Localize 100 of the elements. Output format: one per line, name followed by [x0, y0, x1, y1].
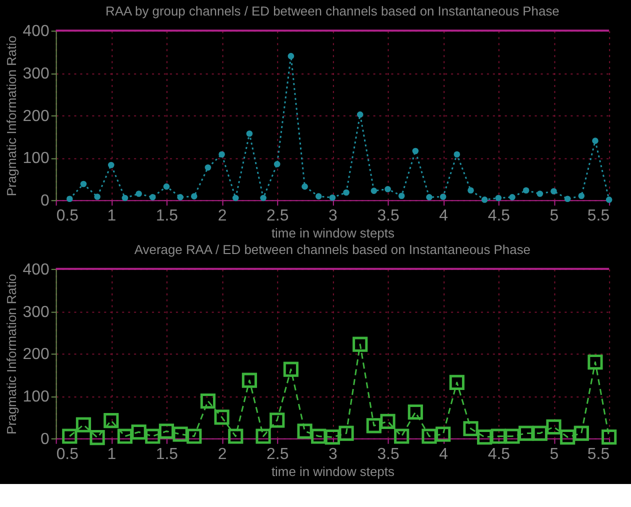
x-tick-label: 4.5	[488, 208, 510, 225]
point	[66, 196, 73, 202]
y-tick-label: 200	[22, 108, 50, 125]
point	[108, 162, 114, 168]
point	[509, 194, 516, 200]
point	[560, 430, 576, 445]
point	[422, 428, 437, 444]
point	[163, 183, 170, 190]
x-tick-label: 1	[107, 446, 116, 463]
point	[149, 194, 156, 200]
point	[302, 183, 308, 190]
point	[408, 404, 423, 420]
point	[536, 190, 544, 197]
point	[338, 426, 354, 441]
x-tick-label: 3.5	[377, 446, 400, 463]
point	[440, 194, 446, 200]
point	[136, 190, 142, 197]
x-tick-label: 2	[218, 208, 227, 225]
point	[588, 354, 603, 370]
point	[297, 424, 312, 439]
point	[218, 151, 225, 158]
point	[412, 148, 419, 154]
x-tick-label: 5	[550, 208, 559, 225]
y-axis-title: Pragmatic Information Ratio	[4, 36, 19, 196]
point	[394, 428, 410, 444]
x-tick-label: 5	[550, 446, 559, 463]
x-tick-label: 0.5	[56, 208, 79, 225]
point	[380, 414, 396, 429]
point	[490, 428, 506, 444]
point	[145, 428, 160, 444]
point	[324, 430, 340, 445]
x-tick-label: 1.5	[156, 208, 178, 225]
point	[190, 193, 198, 200]
point	[283, 362, 298, 377]
point	[578, 192, 585, 200]
point	[518, 426, 534, 441]
point	[606, 196, 612, 203]
point	[356, 111, 364, 118]
x-tick-label: 1	[107, 208, 116, 225]
point	[288, 52, 294, 60]
point	[177, 194, 184, 200]
x-tick-label: 1.5	[156, 446, 178, 463]
y-tick-label: 400	[22, 261, 50, 278]
point	[426, 194, 432, 200]
point	[449, 374, 464, 390]
point	[260, 194, 266, 202]
point	[214, 410, 230, 425]
x-tick-label: 3	[328, 208, 338, 225]
point	[122, 194, 128, 202]
x-axis-title: time in window stepts	[271, 226, 394, 241]
point	[94, 194, 100, 200]
point	[477, 430, 492, 445]
point	[76, 417, 92, 432]
point	[256, 428, 271, 444]
point	[602, 430, 617, 445]
point	[495, 194, 502, 202]
x-axis-title: time in window stepts	[271, 464, 394, 479]
point	[504, 428, 520, 444]
point	[592, 138, 598, 144]
point	[384, 186, 391, 192]
point	[463, 421, 478, 436]
y-tick-label: 100	[22, 150, 50, 168]
x-tick-label: 3	[328, 446, 338, 463]
point	[315, 193, 322, 200]
point	[522, 187, 530, 194]
point	[104, 413, 119, 428]
point	[454, 151, 460, 158]
y-tick-label: 400	[22, 23, 50, 40]
x-tick-label: 5.5	[587, 208, 610, 225]
y-tick-label: 0	[40, 192, 50, 210]
x-tick-label: 5.5	[587, 446, 610, 463]
y-tick-label: 300	[22, 66, 50, 83]
point	[550, 188, 557, 194]
point	[246, 130, 253, 137]
y-tick-label: 100	[22, 388, 50, 406]
point	[80, 180, 87, 188]
y-tick-label: 0	[40, 430, 50, 448]
point	[436, 426, 451, 442]
point	[398, 192, 405, 200]
point	[564, 196, 571, 202]
point	[468, 187, 474, 194]
x-tick-label: 4.5	[488, 446, 510, 463]
point	[352, 336, 368, 352]
point	[117, 428, 133, 444]
point	[370, 188, 378, 194]
y-axis-title: Pragmatic Information Ratio	[4, 274, 19, 434]
point	[232, 194, 239, 202]
point	[186, 428, 202, 444]
point	[158, 424, 174, 439]
x-tick-label: 3.5	[377, 208, 400, 225]
point	[200, 394, 216, 409]
point	[62, 428, 78, 444]
chart-title: Average RAA / ED between channels based on Instantaneous Phase	[134, 242, 530, 257]
point	[343, 189, 350, 196]
point	[574, 426, 589, 441]
y-tick-label: 200	[22, 346, 50, 364]
point	[546, 419, 562, 434]
point	[228, 428, 244, 444]
x-tick-label: 2.5	[266, 446, 289, 463]
point	[366, 418, 382, 434]
